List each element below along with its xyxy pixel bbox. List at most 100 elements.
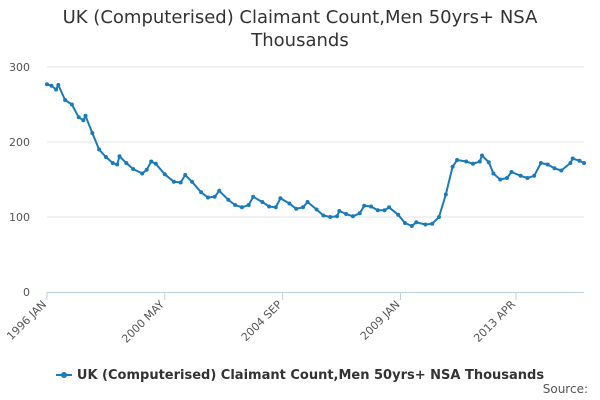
data-point[interactable] — [532, 173, 537, 178]
data-point[interactable] — [403, 221, 407, 225]
data-point[interactable] — [362, 203, 367, 208]
data-point[interactable] — [81, 118, 86, 123]
data-point[interactable] — [305, 200, 310, 204]
data-point[interactable] — [314, 207, 319, 212]
data-point[interactable] — [350, 214, 355, 219]
data-point[interactable] — [45, 82, 49, 87]
chart-title-line-2: Thousands — [251, 30, 349, 51]
data-point[interactable] — [443, 192, 448, 197]
chart-title-line-1: UK (Computerised) Claimant Count,Men 50y… — [62, 7, 538, 28]
data-point[interactable] — [471, 161, 475, 166]
data-point[interactable] — [375, 208, 380, 213]
data-point[interactable] — [382, 208, 387, 213]
gridlines — [47, 66, 584, 218]
data-point[interactable] — [491, 171, 496, 176]
data-point[interactable] — [117, 154, 122, 159]
data-point[interactable] — [294, 206, 299, 211]
data-point[interactable] — [267, 204, 272, 209]
data-point[interactable] — [162, 172, 167, 177]
data-point[interactable] — [464, 159, 469, 164]
data-point[interactable] — [239, 205, 244, 210]
data-point[interactable] — [525, 176, 530, 180]
source-credit: Source: — [542, 382, 588, 396]
data-point[interactable] — [344, 212, 349, 216]
data-point[interactable] — [76, 115, 81, 120]
data-point[interactable] — [140, 171, 145, 176]
data-point[interactable] — [217, 188, 222, 193]
data-point[interactable] — [509, 170, 514, 174]
data-point[interactable] — [278, 196, 283, 201]
data-point[interactable] — [273, 205, 278, 210]
data-point[interactable] — [131, 167, 136, 171]
data-point[interactable] — [357, 211, 362, 216]
x-tick-label: 2000 MAY — [119, 298, 167, 346]
data-point[interactable] — [518, 173, 523, 178]
data-point[interactable] — [437, 215, 441, 219]
data-point[interactable] — [335, 214, 339, 219]
data-point[interactable] — [233, 203, 238, 207]
data-point[interactable] — [545, 162, 550, 167]
y-tick-label: 300 — [9, 61, 30, 74]
data-point[interactable] — [570, 156, 575, 161]
series-line — [46, 83, 585, 227]
data-point[interactable] — [430, 221, 435, 226]
data-point[interactable] — [260, 200, 265, 204]
data-point[interactable] — [480, 153, 484, 158]
data-point[interactable] — [144, 167, 149, 172]
data-point[interactable] — [54, 87, 59, 92]
data-point[interactable] — [49, 83, 54, 88]
data-point[interactable] — [582, 161, 586, 165]
data-point[interactable] — [124, 161, 129, 165]
data-point[interactable] — [178, 180, 183, 185]
data-point[interactable] — [423, 222, 428, 227]
data-point[interactable] — [56, 83, 61, 87]
data-point[interactable] — [190, 179, 194, 184]
data-point[interactable] — [171, 179, 176, 184]
data-point[interactable] — [477, 159, 482, 164]
data-point[interactable] — [115, 162, 120, 167]
data-point[interactable] — [414, 220, 419, 225]
axes: 0 100 200 300 1996 JAN 2000 MAY 2004 SEP 2009 J… — [4, 61, 584, 346]
data-point[interactable] — [552, 166, 557, 171]
data-point[interactable] — [387, 205, 392, 210]
data-point[interactable] — [328, 215, 333, 219]
data-point[interactable] — [149, 159, 154, 164]
data-point[interactable] — [183, 173, 188, 177]
data-point[interactable] — [251, 194, 256, 199]
data-point[interactable] — [83, 113, 88, 118]
data-point[interactable] — [577, 158, 582, 163]
data-point[interactable] — [90, 131, 95, 135]
data-point[interactable] — [498, 177, 503, 182]
data-point[interactable] — [568, 161, 573, 165]
data-point[interactable] — [226, 197, 231, 202]
data-point[interactable] — [103, 155, 108, 159]
data-point[interactable] — [199, 190, 204, 195]
data-point[interactable] — [301, 205, 305, 210]
data-point[interactable] — [486, 160, 491, 165]
legend-swatch-icon — [55, 372, 72, 378]
data-point[interactable] — [538, 161, 543, 165]
y-tick-label: 200 — [9, 136, 30, 149]
data-point[interactable] — [246, 203, 251, 207]
chart-title: UK (Computerised) Claimant Count,Men 50y… — [0, 6, 600, 52]
data-point[interactable] — [97, 147, 102, 152]
data-point[interactable] — [63, 98, 68, 102]
data-point[interactable] — [337, 209, 342, 213]
data-point[interactable] — [287, 201, 292, 206]
data-point[interactable] — [396, 212, 401, 217]
data-point[interactable] — [455, 158, 460, 162]
data-point[interactable] — [69, 102, 74, 107]
data-point[interactable] — [369, 204, 373, 209]
data-point[interactable] — [409, 224, 414, 228]
legend-item[interactable]: UK (Computerised) Claimant Count,Men 50y… — [55, 368, 544, 383]
data-point[interactable] — [321, 213, 326, 218]
data-point[interactable] — [110, 161, 115, 165]
x-tick-label: 2009 JAN — [358, 298, 403, 343]
data-point[interactable] — [212, 194, 217, 199]
series-layer — [45, 82, 586, 228]
data-point[interactable] — [205, 195, 210, 200]
data-point[interactable] — [559, 168, 564, 173]
data-point[interactable] — [505, 176, 509, 180]
data-point[interactable] — [450, 164, 455, 169]
data-point[interactable] — [153, 161, 158, 166]
